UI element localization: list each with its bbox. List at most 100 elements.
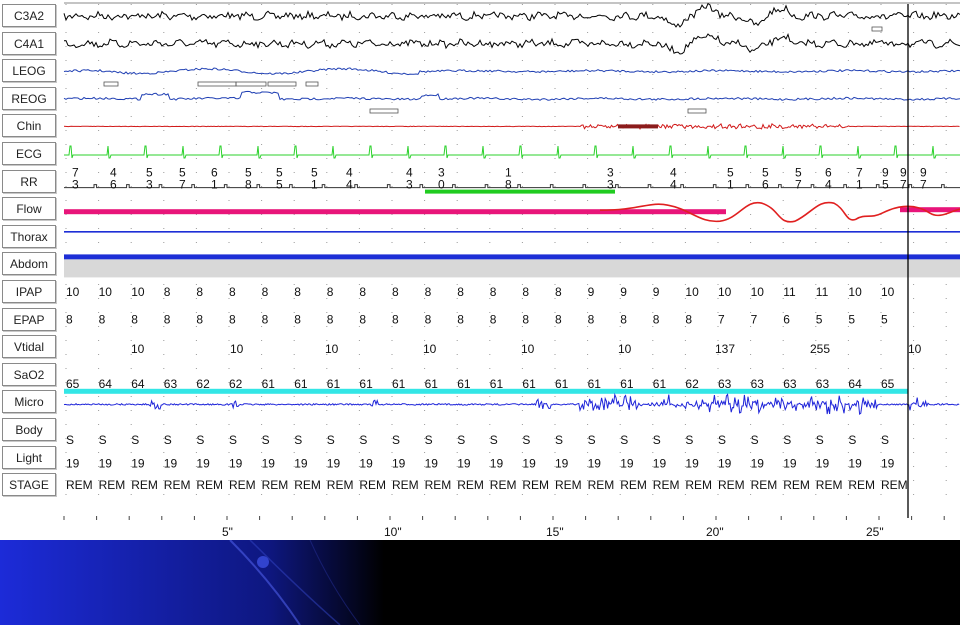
ipap-value: 10 bbox=[848, 285, 862, 299]
light-value: 19 bbox=[653, 457, 667, 471]
c4a1-trace bbox=[63, 32, 960, 55]
svg-text:7: 7 bbox=[795, 178, 802, 192]
channel-label-vtidal[interactable]: Vtidal bbox=[2, 335, 56, 359]
ipap-value: 8 bbox=[294, 285, 301, 299]
body-value: S bbox=[653, 433, 661, 447]
svg-text:3: 3 bbox=[406, 178, 413, 192]
channel-label-c4a1[interactable]: C4A1 bbox=[2, 31, 56, 55]
ipap-value: 8 bbox=[555, 285, 562, 299]
body-value: S bbox=[783, 433, 791, 447]
ipap-value: 8 bbox=[262, 285, 269, 299]
ipap-value: 8 bbox=[196, 285, 203, 299]
channel-label-sao2[interactable]: SaO2 bbox=[2, 362, 56, 386]
light-value: 19 bbox=[457, 457, 471, 471]
svg-text:3: 3 bbox=[72, 178, 79, 192]
ipap-value: 10 bbox=[751, 285, 765, 299]
sao2-value: 63 bbox=[751, 377, 765, 391]
body-value: S bbox=[816, 433, 824, 447]
epap-value: 5 bbox=[881, 313, 888, 327]
channel-label-chin[interactable]: Chin bbox=[2, 114, 56, 138]
svg-text:4: 4 bbox=[110, 166, 117, 180]
svg-text:4: 4 bbox=[670, 166, 677, 180]
svg-text:6: 6 bbox=[211, 166, 218, 180]
sao2-value: 63 bbox=[783, 377, 797, 391]
sao2-value: 64 bbox=[848, 377, 862, 391]
ipap-value: 9 bbox=[588, 285, 595, 299]
epap-value: 8 bbox=[425, 313, 432, 327]
sao2-value: 61 bbox=[294, 377, 308, 391]
stage-value: REM bbox=[816, 478, 843, 492]
channel-label-leog[interactable]: LEOG bbox=[2, 59, 56, 83]
svg-text:4: 4 bbox=[825, 178, 832, 192]
light-value: 19 bbox=[555, 457, 569, 471]
ipap-value: 8 bbox=[229, 285, 236, 299]
body-value: S bbox=[457, 433, 465, 447]
rr-value: 57 bbox=[179, 166, 186, 192]
channel-label-stage[interactable]: STAGE bbox=[2, 473, 56, 497]
sao2-value: 62 bbox=[229, 377, 243, 391]
svg-text:7: 7 bbox=[900, 178, 907, 192]
epap-value: 8 bbox=[588, 313, 595, 327]
epap-value: 5 bbox=[848, 313, 855, 327]
ipap-value: 11 bbox=[816, 285, 829, 299]
light-value: 19 bbox=[490, 457, 504, 471]
ipap-value: 8 bbox=[164, 285, 171, 299]
ipap-value: 8 bbox=[457, 285, 464, 299]
channel-label-light[interactable]: Light bbox=[2, 445, 56, 469]
body-value: S bbox=[881, 433, 889, 447]
body-value: S bbox=[685, 433, 693, 447]
sao2-value: 65 bbox=[881, 377, 895, 391]
svg-text:5: 5 bbox=[276, 178, 283, 192]
channel-label-ecg[interactable]: ECG bbox=[2, 142, 56, 165]
light-value: 19 bbox=[359, 457, 373, 471]
ipap-value: 9 bbox=[653, 285, 660, 299]
body-value: S bbox=[66, 433, 74, 447]
channel-label-body[interactable]: Body bbox=[2, 418, 56, 441]
rr-value: 73 bbox=[72, 166, 79, 192]
rr-value: 71 bbox=[856, 166, 863, 192]
rr-value: 44 bbox=[346, 166, 353, 192]
time-tick-label: 25" bbox=[866, 525, 884, 539]
channel-label-flow[interactable]: Flow bbox=[2, 197, 56, 221]
svg-text:6: 6 bbox=[762, 178, 769, 192]
epap-value: 8 bbox=[555, 313, 562, 327]
light-value: 19 bbox=[588, 457, 602, 471]
stage-value: REM bbox=[164, 478, 191, 492]
rr-value: 95 bbox=[882, 166, 889, 192]
sao2-value: 63 bbox=[718, 377, 732, 391]
channel-label-abdom[interactable]: Abdom bbox=[2, 252, 56, 276]
stage-value: REM bbox=[588, 478, 615, 492]
chin-trace bbox=[63, 122, 960, 130]
epap-value: 8 bbox=[522, 313, 529, 327]
channel-label-micro[interactable]: Micro bbox=[2, 390, 56, 414]
epap-value: 8 bbox=[164, 313, 171, 327]
channel-label-thorax[interactable]: Thorax bbox=[2, 224, 56, 248]
ipap-value: 10 bbox=[131, 285, 145, 299]
sao2-band bbox=[64, 388, 908, 394]
svg-text:8: 8 bbox=[505, 178, 512, 192]
vtidal-value: 137 bbox=[715, 342, 735, 356]
epap-value: 8 bbox=[653, 313, 660, 327]
svg-text:0: 0 bbox=[438, 178, 445, 192]
stage-value: REM bbox=[848, 478, 875, 492]
sao2-value: 61 bbox=[262, 377, 276, 391]
channel-label-ipap[interactable]: IPAP bbox=[2, 280, 56, 303]
channel-label-epap[interactable]: EPAP bbox=[2, 307, 56, 331]
sao2-value: 64 bbox=[131, 377, 145, 391]
channel-label-rr[interactable]: RR bbox=[2, 169, 56, 193]
svg-text:9: 9 bbox=[920, 166, 927, 180]
vtidal-value: 10 bbox=[618, 342, 632, 356]
sao2-value: 61 bbox=[490, 377, 504, 391]
dotted-grid bbox=[65, 4, 947, 500]
epap-value: 8 bbox=[359, 313, 366, 327]
svg-text:5: 5 bbox=[882, 178, 889, 192]
epap-value: 8 bbox=[66, 313, 73, 327]
body-value: S bbox=[99, 433, 107, 447]
channel-label-reog[interactable]: REOG bbox=[2, 86, 56, 110]
stage-value: REM bbox=[881, 478, 908, 492]
svg-text:8: 8 bbox=[245, 178, 252, 192]
time-tick-label: 15" bbox=[546, 525, 564, 539]
channel-label-c3a2[interactable]: C3A2 bbox=[2, 4, 56, 27]
reog-trace bbox=[63, 90, 960, 101]
artifact-marker bbox=[235, 81, 267, 87]
